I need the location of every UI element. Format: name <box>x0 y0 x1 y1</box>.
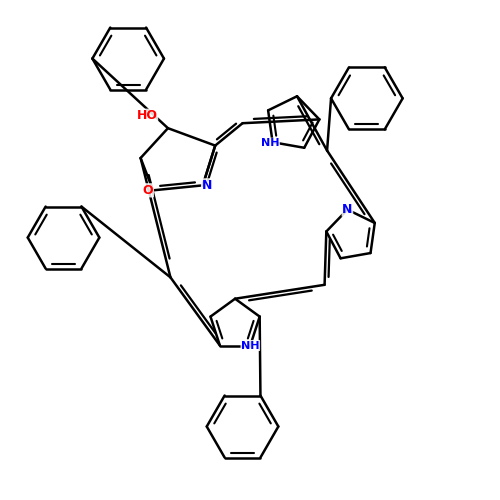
Text: N: N <box>342 203 352 216</box>
Text: O: O <box>143 184 154 197</box>
Text: HO: HO <box>136 110 158 122</box>
Text: NH: NH <box>261 138 280 148</box>
Text: N: N <box>202 179 212 192</box>
Text: NH: NH <box>241 340 260 350</box>
